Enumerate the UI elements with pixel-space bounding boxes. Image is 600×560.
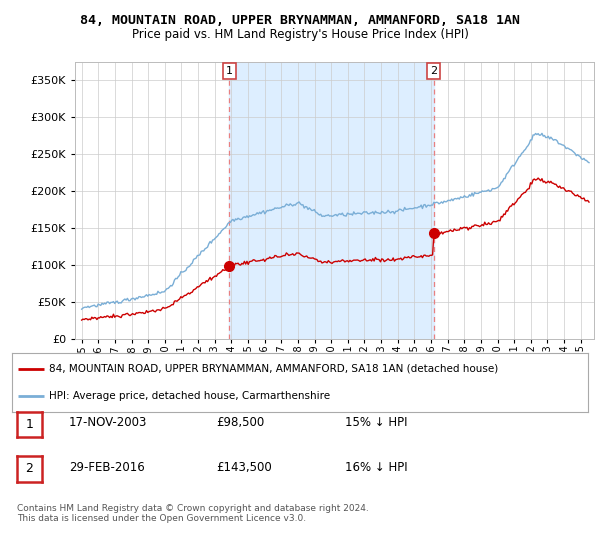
Text: 29-FEB-2016: 29-FEB-2016 xyxy=(69,461,145,474)
Text: 84, MOUNTAIN ROAD, UPPER BRYNAMMAN, AMMANFORD, SA18 1AN: 84, MOUNTAIN ROAD, UPPER BRYNAMMAN, AMMA… xyxy=(80,14,520,27)
Text: 2: 2 xyxy=(430,66,437,76)
Text: 15% ↓ HPI: 15% ↓ HPI xyxy=(345,416,407,430)
Text: 1: 1 xyxy=(25,418,34,431)
Text: £98,500: £98,500 xyxy=(216,416,264,430)
Bar xyxy=(229,62,434,339)
Text: Price paid vs. HM Land Registry's House Price Index (HPI): Price paid vs. HM Land Registry's House … xyxy=(131,28,469,41)
Text: £143,500: £143,500 xyxy=(216,461,272,474)
Text: 17-NOV-2003: 17-NOV-2003 xyxy=(69,416,148,430)
Text: 16% ↓ HPI: 16% ↓ HPI xyxy=(345,461,407,474)
Text: 1: 1 xyxy=(226,66,233,76)
Text: Contains HM Land Registry data © Crown copyright and database right 2024.
This d: Contains HM Land Registry data © Crown c… xyxy=(17,504,368,524)
Text: 2: 2 xyxy=(25,463,34,475)
Text: 84, MOUNTAIN ROAD, UPPER BRYNAMMAN, AMMANFORD, SA18 1AN (detached house): 84, MOUNTAIN ROAD, UPPER BRYNAMMAN, AMMA… xyxy=(49,363,499,374)
Text: HPI: Average price, detached house, Carmarthenshire: HPI: Average price, detached house, Carm… xyxy=(49,391,331,401)
